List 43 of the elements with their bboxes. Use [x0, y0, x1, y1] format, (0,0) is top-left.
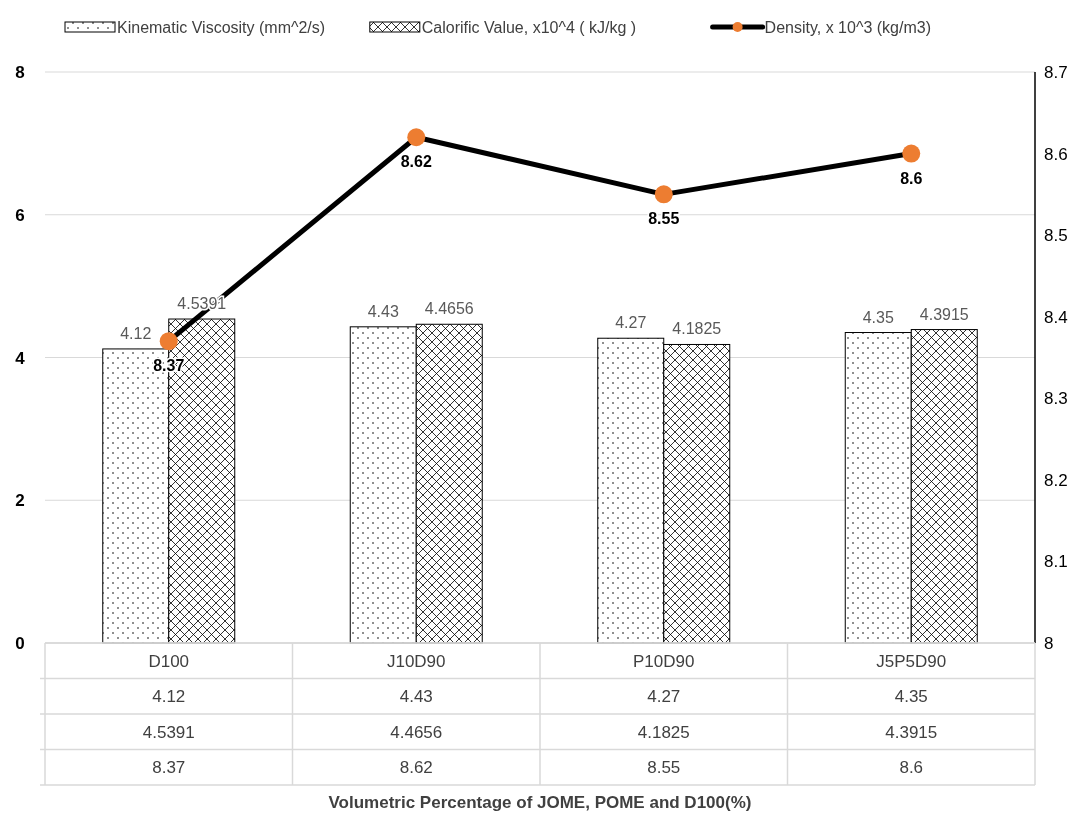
data-label: 4.3915 [919, 305, 969, 323]
text: 8.55 [647, 758, 681, 778]
y2-tick-label: 8.3 [1044, 389, 1068, 409]
legend-label: Calorific Value, x10^4 ( kJ/kg ) [421, 19, 637, 36]
text: 4.5391 [142, 722, 195, 742]
y-tick-label: 8 [15, 63, 25, 82]
text: 4.12 [152, 687, 186, 707]
data-label: 8.62 [400, 153, 432, 171]
text: 4.43 [399, 687, 433, 707]
y2-tick-label: 8 [1044, 634, 1054, 653]
y2-tick-label: 8.7 [1044, 63, 1068, 82]
data-label: 8.55 [648, 210, 680, 228]
text: 4.3915 [885, 722, 938, 742]
text: 8.37 [152, 758, 186, 778]
text: 4.4656 [390, 722, 443, 742]
y-tick-label: 6 [15, 205, 25, 225]
data-label: 8.6 [900, 169, 923, 187]
x-tick-label: J5P5D90 [876, 651, 947, 671]
data-label: 4.12 [120, 324, 152, 342]
text: 8.6 [899, 758, 924, 778]
y2-tick-label: 8.5 [1044, 226, 1068, 246]
y-tick-label: 0 [15, 634, 25, 653]
text: 8.62 [399, 758, 433, 778]
x-tick-label: D100 [148, 651, 190, 671]
y2-tick-label: 8.1 [1044, 552, 1068, 572]
data-label: 4.4656 [424, 300, 474, 318]
y2-tick-label: 8.6 [1044, 144, 1068, 164]
y2-tick-label: 8.2 [1044, 470, 1068, 490]
text: Volumetric Percentage of JOME, POME and D100(%) [328, 793, 752, 812]
text: 4.27 [647, 687, 681, 707]
text: 4.1825 [637, 722, 690, 742]
y-tick-label: 4 [15, 348, 26, 368]
x-tick-label: P10D90 [633, 651, 695, 671]
y-tick-label: 2 [15, 491, 25, 511]
legend-label: Kinematic Viscosity (mm^2/s) [117, 19, 326, 36]
data-label: 4.43 [367, 302, 399, 320]
y2-tick-label: 8.4 [1044, 307, 1068, 327]
data-label: 4.27 [615, 314, 647, 332]
data-label: 4.35 [862, 308, 894, 326]
x-tick-label: J10D90 [386, 651, 446, 671]
data-label: 4.1825 [672, 320, 722, 338]
legend-label: Density, x 10^3 (kg/m3) [764, 19, 931, 36]
text: 4.35 [894, 687, 928, 707]
